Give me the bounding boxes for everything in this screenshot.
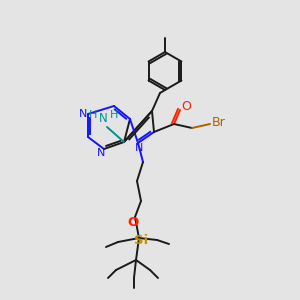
Text: N: N: [135, 143, 143, 153]
Text: O: O: [128, 215, 139, 229]
Text: Si: Si: [134, 233, 148, 247]
Text: Br: Br: [212, 116, 226, 128]
Text: N: N: [99, 112, 107, 125]
Text: H: H: [110, 110, 118, 120]
Text: N: N: [79, 109, 87, 119]
Text: H: H: [89, 110, 97, 120]
Text: N: N: [97, 148, 105, 158]
Text: O: O: [181, 100, 191, 113]
